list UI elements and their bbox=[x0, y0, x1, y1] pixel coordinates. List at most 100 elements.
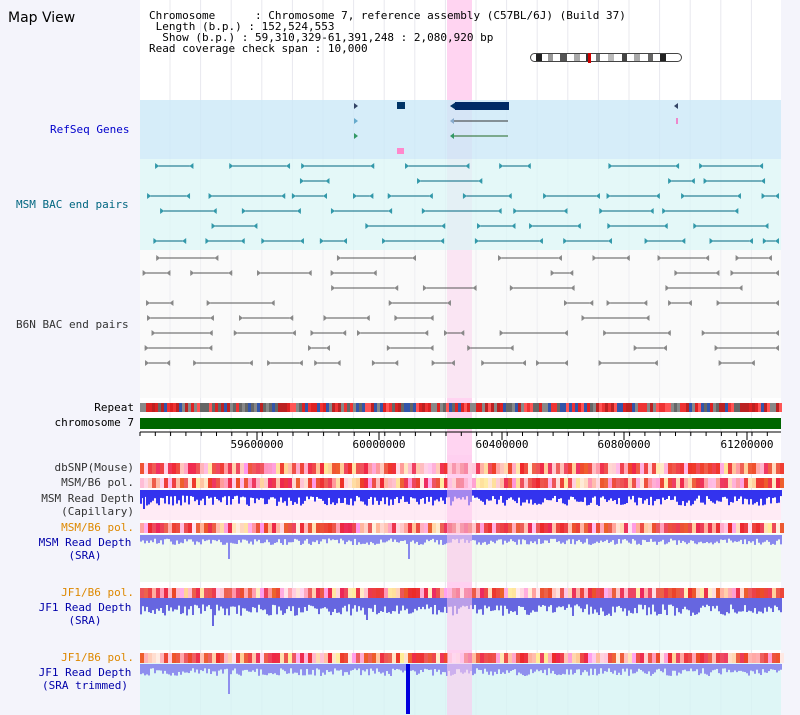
depth-bar bbox=[542, 664, 544, 674]
depth-bar bbox=[200, 664, 202, 671]
heat-cell bbox=[480, 523, 484, 533]
depth-bar bbox=[206, 490, 208, 497]
msm-bac-pair-arrow bbox=[511, 223, 516, 229]
depth-bar bbox=[228, 490, 230, 497]
depth-bar bbox=[624, 535, 626, 540]
gene-mark bbox=[676, 118, 678, 124]
depth-bar bbox=[306, 598, 308, 611]
repeat-track[interactable] bbox=[140, 403, 782, 412]
depth-bar bbox=[350, 664, 352, 671]
track-label-refseq-genes[interactable]: RefSeq Genes bbox=[50, 123, 130, 136]
depth-bar bbox=[290, 598, 292, 612]
heat-cell bbox=[624, 653, 628, 663]
heat-cell bbox=[304, 523, 308, 533]
depth-bar bbox=[266, 490, 268, 504]
depth-bar bbox=[532, 598, 534, 611]
b6n-bac-pair-arrow bbox=[767, 255, 772, 261]
depth-bar bbox=[568, 598, 570, 605]
heat-cell bbox=[568, 523, 572, 533]
track-label-jf1-b6-pol-2[interactable]: JF1/B6 pol. bbox=[61, 651, 134, 664]
depth-bar bbox=[556, 598, 558, 608]
track-label-repeat[interactable]: Repeat bbox=[94, 401, 134, 414]
depth-bar bbox=[700, 598, 702, 608]
depth-bar bbox=[494, 598, 496, 611]
repeat-block bbox=[416, 403, 419, 412]
heat-cell bbox=[484, 588, 488, 598]
depth-bar bbox=[152, 598, 154, 611]
heat-cell bbox=[772, 588, 776, 598]
depth-bar bbox=[596, 535, 598, 542]
track-label-msm-depth-sra[interactable]: MSM Read Depth bbox=[38, 536, 132, 549]
depth-bar bbox=[310, 490, 312, 497]
depth-bar bbox=[686, 664, 688, 672]
depth-bar bbox=[698, 535, 700, 543]
depth-bar bbox=[726, 535, 728, 543]
heat-cell bbox=[208, 653, 212, 663]
track-label-chromosome[interactable]: chromosome 7 bbox=[54, 416, 134, 429]
track-label-msm-b6-pol-2[interactable]: MSM/B6 pol. bbox=[61, 521, 134, 534]
track-label-dbsnp[interactable]: dbSNP(Mouse) bbox=[54, 461, 134, 474]
track-label-jf1-b6-pol[interactable]: JF1/B6 pol. bbox=[61, 586, 134, 599]
repeat-block bbox=[509, 403, 512, 412]
depth-bar bbox=[358, 535, 360, 543]
heat-cell bbox=[684, 588, 688, 598]
heat-cell bbox=[148, 653, 152, 663]
heat-cell bbox=[280, 463, 284, 474]
heat-cell bbox=[280, 653, 284, 663]
heat-cell bbox=[172, 588, 176, 598]
heat-cell bbox=[656, 653, 660, 663]
heat-cell bbox=[408, 523, 412, 533]
depth-bar bbox=[176, 535, 178, 541]
b6n-bac-pair-arrow bbox=[735, 255, 740, 261]
depth-bar bbox=[198, 535, 200, 543]
heat-cell bbox=[652, 478, 656, 488]
depth-bar bbox=[630, 664, 632, 670]
depth-bar bbox=[536, 664, 538, 670]
depth-spike bbox=[212, 598, 214, 626]
chromosome-bar[interactable] bbox=[140, 418, 781, 429]
msm-bac-track[interactable] bbox=[140, 159, 781, 250]
depth-bar bbox=[398, 490, 400, 504]
heat-cell bbox=[312, 523, 316, 533]
track-label-jf1-depth-sra[interactable]: JF1 Read Depth bbox=[38, 601, 132, 614]
depth-bar bbox=[374, 490, 376, 498]
chromosome-ideogram[interactable] bbox=[530, 53, 685, 63]
depth-bar bbox=[210, 664, 212, 675]
track-label-msm-b6-pol[interactable]: MSM/B6 pol. bbox=[61, 476, 134, 489]
depth-bar bbox=[524, 664, 526, 676]
heat-cell bbox=[676, 588, 680, 598]
heat-cell bbox=[276, 588, 280, 598]
heat-cell bbox=[528, 463, 532, 474]
msm-bac-pair-arrow bbox=[655, 193, 660, 199]
read-depth-tracks[interactable] bbox=[140, 490, 782, 714]
depth-bar bbox=[150, 598, 152, 614]
heat-cell bbox=[524, 463, 528, 474]
heat-cell bbox=[212, 653, 216, 663]
heat-cell bbox=[348, 523, 352, 533]
show-label: Show (b.p.) bbox=[162, 31, 236, 44]
depth-bar bbox=[296, 490, 298, 504]
b6n-bac-track[interactable] bbox=[140, 250, 781, 398]
depth-bar bbox=[264, 535, 266, 543]
heat-cell bbox=[496, 523, 500, 533]
depth-bar bbox=[228, 598, 230, 616]
msm-bac-pair-arrow bbox=[353, 193, 358, 199]
track-label-jf1-depth-trimmed[interactable]: JF1 Read Depth bbox=[38, 666, 132, 679]
heat-cell bbox=[216, 478, 220, 488]
depth-bar bbox=[516, 664, 518, 676]
repeat-block bbox=[221, 403, 224, 412]
depth-bar bbox=[498, 535, 500, 540]
heat-cell bbox=[612, 588, 616, 598]
refseq-genes-track[interactable] bbox=[140, 100, 781, 159]
depth-bar bbox=[296, 664, 298, 673]
track-label-msm-depth-capillary[interactable]: MSM Read Depth bbox=[41, 492, 134, 505]
depth-bar bbox=[500, 535, 502, 540]
track-label-b6n-bac[interactable]: B6N BAC end pairs bbox=[16, 318, 129, 331]
depth-bar bbox=[548, 664, 550, 669]
track-label-msm-bac[interactable]: MSM BAC end pairs bbox=[16, 198, 129, 211]
heat-cell bbox=[376, 588, 380, 598]
depth-bar bbox=[416, 490, 418, 502]
depth-bar bbox=[726, 664, 728, 673]
depth-bar bbox=[394, 664, 396, 671]
